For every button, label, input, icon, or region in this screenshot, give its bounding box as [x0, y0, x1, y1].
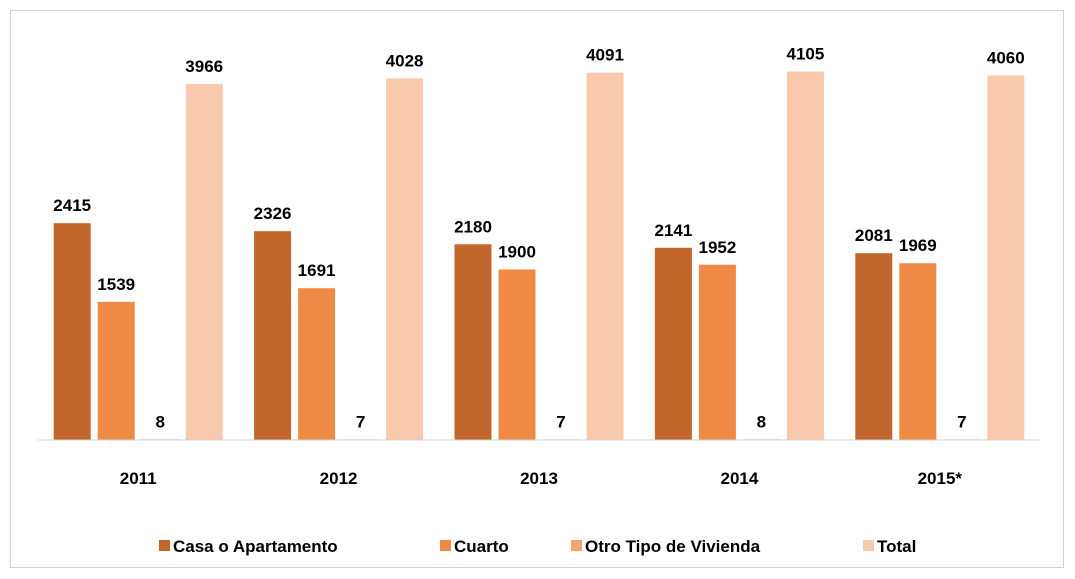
bar	[899, 263, 937, 440]
data-label: 1952	[698, 238, 736, 257]
legend-swatch	[571, 540, 582, 551]
bar	[254, 231, 292, 440]
bar	[298, 288, 336, 440]
legend-swatch	[159, 540, 170, 551]
bar	[498, 269, 536, 440]
legend-swatch	[440, 540, 451, 551]
data-label: 3966	[185, 57, 223, 76]
data-label: 7	[957, 412, 966, 431]
bar	[987, 75, 1025, 440]
x-tick-label: 2014	[720, 469, 758, 488]
x-tick-label: 2013	[520, 469, 558, 488]
legend-label: Total	[877, 537, 916, 556]
legend-swatch	[863, 540, 874, 551]
bar	[855, 253, 893, 440]
bar	[97, 301, 135, 440]
legend-label: Casa o Apartamento	[173, 537, 338, 556]
bar	[586, 72, 624, 440]
data-label: 2415	[53, 196, 91, 215]
bar	[386, 78, 424, 440]
x-tick-label: 2012	[320, 469, 358, 488]
data-label: 1969	[899, 236, 937, 255]
data-label: 8	[155, 412, 164, 431]
bar	[786, 71, 824, 440]
bar	[654, 247, 692, 440]
bar	[454, 244, 492, 440]
data-label: 1539	[97, 275, 135, 294]
data-label: 4091	[586, 46, 624, 65]
data-label: 2326	[254, 204, 292, 223]
data-label: 1691	[298, 261, 336, 280]
x-tick-label: 2015*	[918, 469, 963, 488]
data-label: 8	[757, 412, 766, 431]
data-label: 7	[356, 412, 365, 431]
data-label: 2141	[654, 221, 692, 240]
data-label: 4028	[386, 51, 424, 70]
x-tick-label: 2011	[120, 469, 157, 488]
bar	[698, 264, 736, 440]
bar	[53, 223, 91, 440]
data-label: 4105	[786, 44, 824, 63]
legend-label: Cuarto	[454, 537, 509, 556]
data-label: 7	[556, 412, 565, 431]
data-label: 2180	[454, 217, 492, 236]
data-label: 2081	[855, 226, 893, 245]
data-label: 4060	[987, 49, 1025, 68]
bar	[185, 83, 223, 440]
data-label: 1900	[498, 242, 536, 261]
legend-label: Otro Tipo de Vivienda	[585, 537, 761, 556]
